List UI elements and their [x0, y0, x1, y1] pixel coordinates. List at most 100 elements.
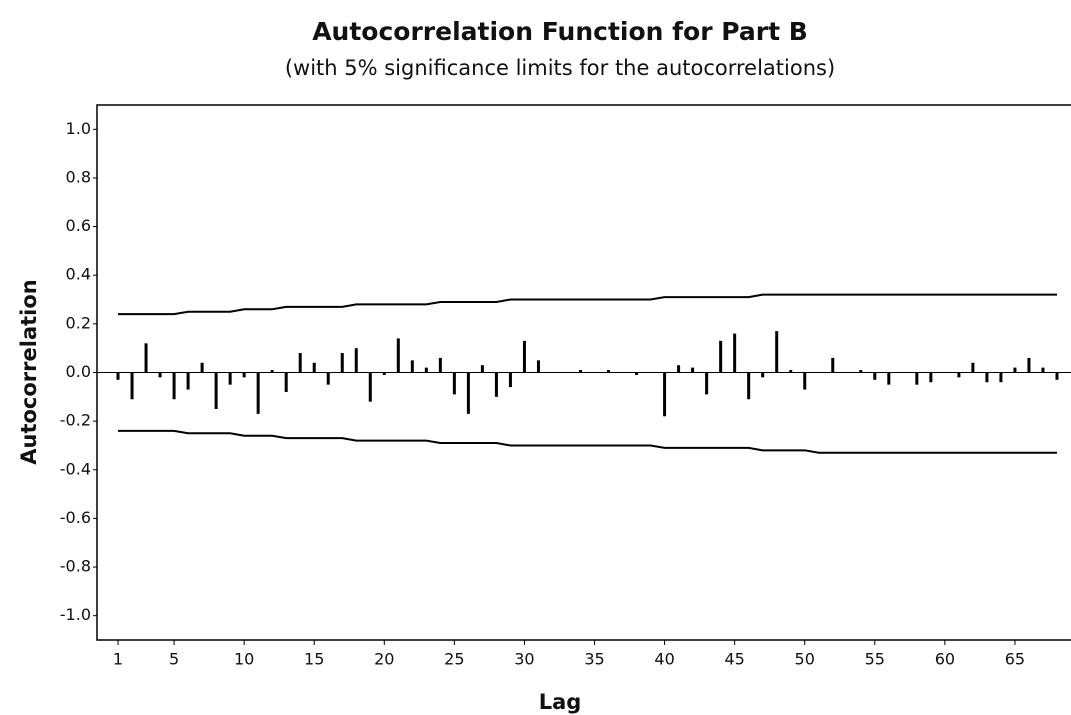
- significance-limit: [118, 429, 1057, 454]
- acf-bar: [635, 372, 639, 375]
- acf-bar: [649, 372, 653, 373]
- acf-bar: [831, 357, 835, 373]
- acf-bar: [382, 372, 386, 375]
- significance-limit: [118, 293, 1057, 316]
- y-tick-label: 0.2: [66, 313, 91, 332]
- y-tick-label: 0.6: [66, 216, 91, 235]
- acf-bar: [172, 372, 176, 400]
- acf-bar: [466, 372, 470, 414]
- chart-title: Autocorrelation Function for Part B: [312, 17, 808, 46]
- y-tick-label: 0.0: [66, 362, 91, 381]
- acf-bar: [691, 367, 695, 373]
- acf-bar: [1055, 372, 1059, 380]
- acf-bar: [1013, 367, 1017, 373]
- y-tick-label: 1.0: [66, 119, 91, 138]
- y-tick-label: 0.8: [66, 167, 91, 186]
- acf-bar: [677, 365, 681, 373]
- acf-bar: [256, 372, 260, 414]
- y-tick-label: -0.2: [60, 411, 91, 430]
- acf-bar: [200, 362, 204, 373]
- acf-bar: [284, 372, 288, 392]
- acf-bar: [971, 362, 975, 373]
- acf-bar: [144, 343, 148, 373]
- acf-bar: [761, 372, 765, 378]
- acf-bar: [789, 370, 793, 373]
- acf-bar: [887, 372, 891, 385]
- acf-bar: [817, 372, 821, 373]
- x-tick-label: 15: [304, 650, 324, 669]
- x-tick-label: 40: [654, 650, 674, 669]
- acf-bar: [1027, 357, 1031, 373]
- acf-bar: [424, 367, 428, 373]
- acf-bar: [705, 372, 709, 395]
- acf-bar: [228, 372, 232, 385]
- y-axis-label: Autocorrelation: [17, 279, 41, 464]
- x-tick-label: 50: [795, 650, 815, 669]
- chart-subtitle: (with 5% significance limits for the aut…: [285, 56, 835, 80]
- acf-bar: [438, 357, 442, 373]
- acf-bar: [593, 372, 597, 373]
- acf-bar: [354, 348, 358, 373]
- acf-bar: [957, 372, 961, 378]
- acf-bar: [775, 331, 779, 373]
- acf-bar: [508, 372, 512, 388]
- acf-bar: [663, 372, 667, 417]
- x-tick-label: 30: [514, 650, 534, 669]
- x-tick-label: 20: [374, 650, 394, 669]
- acf-bar: [943, 372, 947, 373]
- acf-bar: [298, 353, 302, 373]
- acf-bar: [186, 372, 190, 390]
- acf-bar: [158, 372, 162, 378]
- acf-bar: [522, 340, 526, 373]
- acf-bar: [873, 372, 877, 380]
- y-tick-label: 0.4: [66, 265, 91, 284]
- acf-bar: [340, 353, 344, 373]
- acf-bar: [621, 372, 625, 373]
- acf-bar: [985, 372, 989, 383]
- acf-bar: [803, 372, 807, 390]
- acf-bar: [578, 370, 582, 373]
- acf-bar: [214, 372, 218, 409]
- x-tick-label: 10: [234, 650, 254, 669]
- x-tick-label: 5: [169, 650, 179, 669]
- x-tick-label: 45: [724, 650, 744, 669]
- acf-bar: [410, 360, 414, 373]
- acf-bar: [607, 370, 611, 373]
- acf-bar: [550, 372, 554, 373]
- acf-bar: [270, 370, 274, 373]
- acf-bar: [326, 372, 330, 385]
- acf-bar: [480, 365, 484, 373]
- acf-bar: [915, 372, 919, 385]
- acf-bar: [494, 372, 498, 397]
- acf-bar: [859, 370, 863, 373]
- acf-bar: [719, 340, 723, 373]
- acf-bar: [747, 372, 751, 400]
- acf-bar: [396, 338, 400, 373]
- acf-bar: [733, 333, 737, 373]
- acf-bar: [116, 372, 120, 380]
- acf-bar: [312, 362, 316, 373]
- x-tick-label: 35: [584, 650, 604, 669]
- acf-bar: [536, 360, 540, 373]
- acf-bar: [901, 372, 905, 373]
- y-tick-label: -1.0: [60, 605, 91, 624]
- acf-bar: [242, 372, 246, 378]
- acf-bar: [368, 372, 372, 402]
- x-tick-label: 55: [865, 650, 885, 669]
- acf-bar: [999, 372, 1003, 383]
- acf-bar: [452, 372, 456, 395]
- y-tick-label: -0.4: [60, 459, 91, 478]
- x-tick-label: 65: [1005, 650, 1025, 669]
- x-tick-label: 1: [113, 650, 123, 669]
- acf-bar: [845, 372, 849, 373]
- y-tick-label: -0.6: [60, 508, 91, 527]
- acf-bar: [130, 372, 134, 400]
- x-tick-label: 60: [935, 650, 955, 669]
- acf-bar: [929, 372, 933, 383]
- y-tick-label: -0.8: [60, 557, 91, 576]
- acf-bar: [564, 372, 568, 373]
- acf-bar: [1041, 367, 1045, 373]
- x-tick-label: 25: [444, 650, 464, 669]
- x-axis-label: Lag: [539, 690, 582, 714]
